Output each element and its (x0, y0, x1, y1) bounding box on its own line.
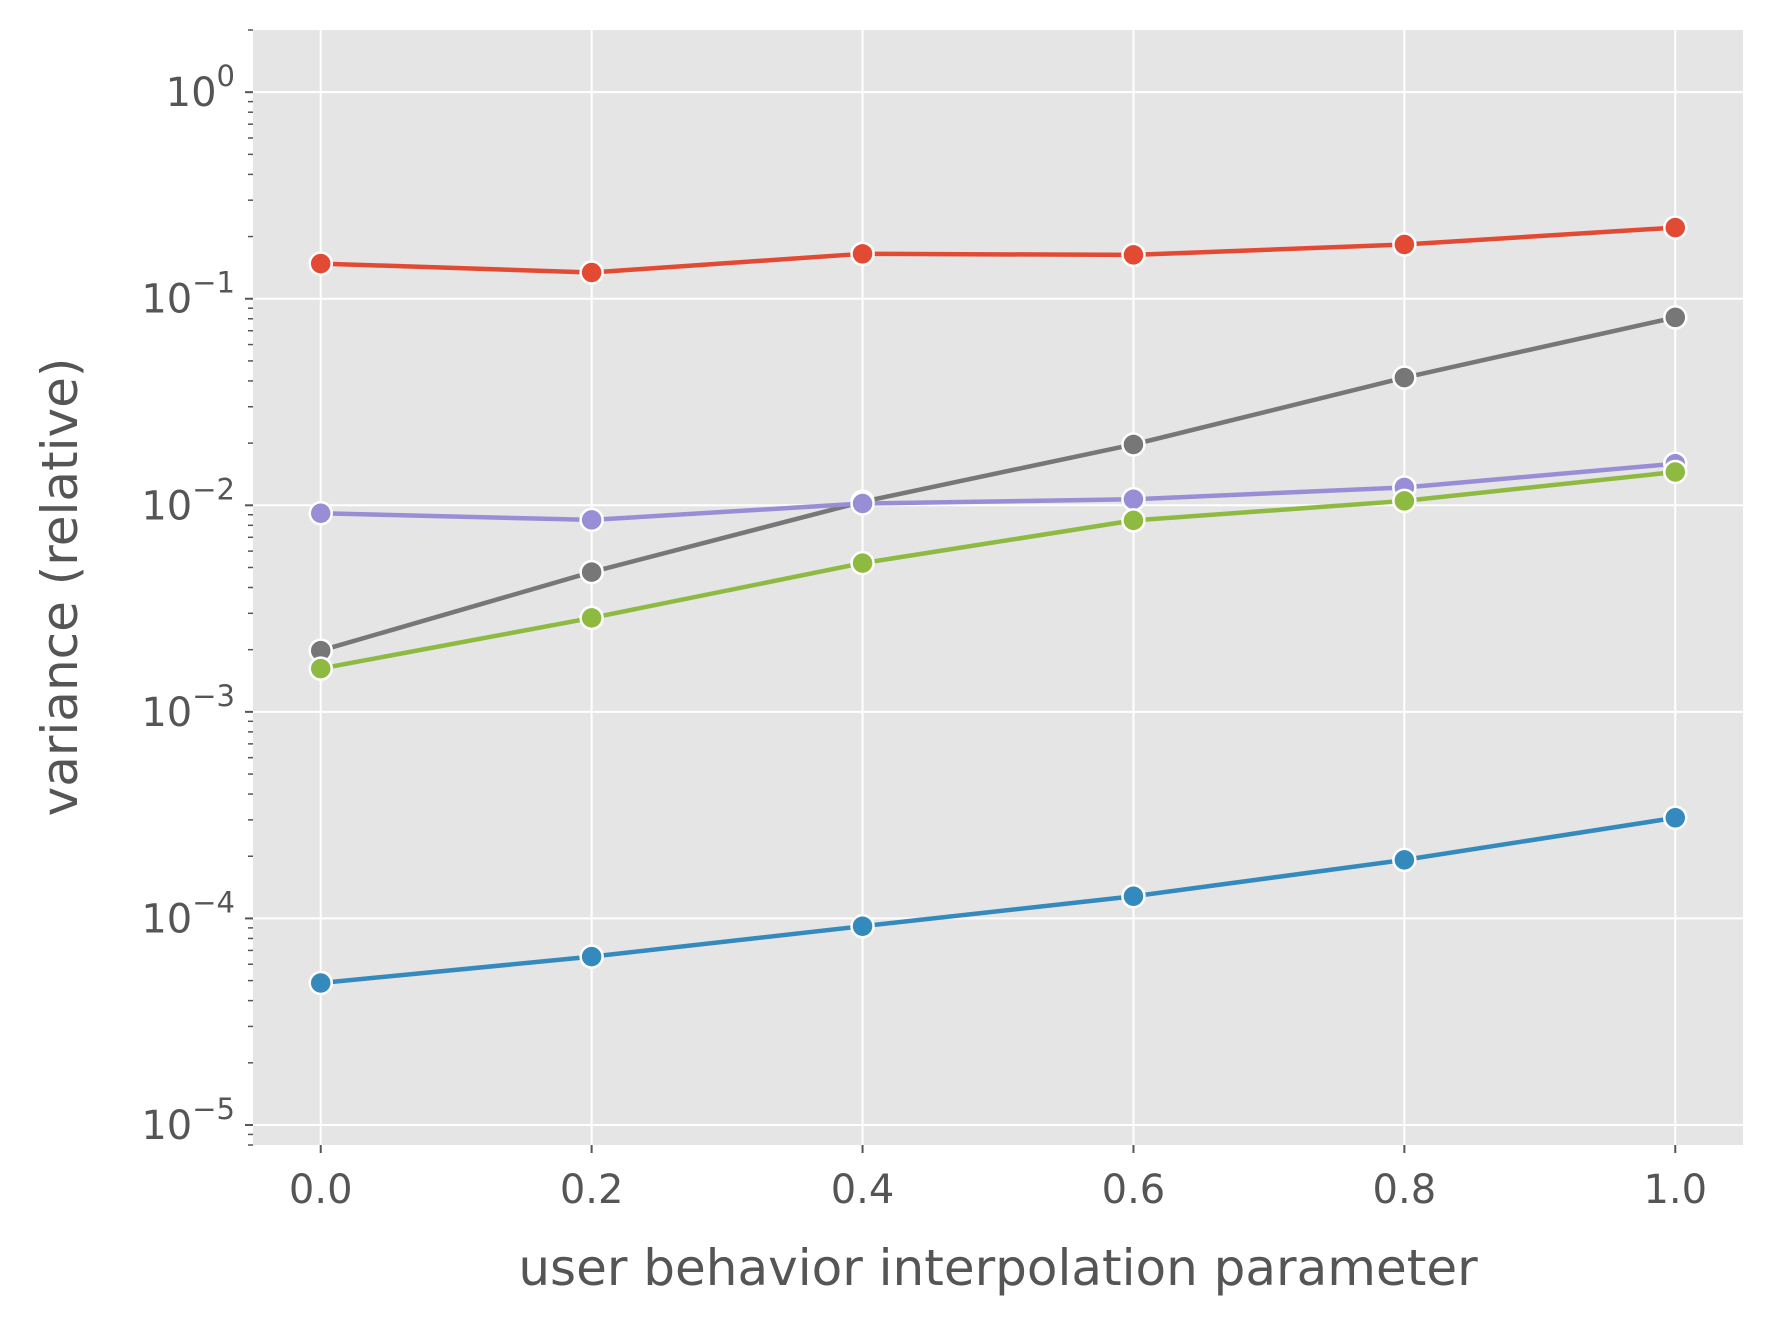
data-point (850, 241, 875, 267)
series-line (320, 461, 1676, 523)
series-line (320, 225, 1676, 275)
x-axis: 0.0 0.2 0.4 0.6 0.8 1.0 (289, 1145, 1707, 1213)
data-point (308, 656, 333, 681)
x-tick-label: 0.8 (1373, 1167, 1437, 1213)
series-0 (308, 215, 1688, 285)
y-tick-label: 10−1 (141, 266, 235, 323)
y-axis: 10−5 10−4 10−3 10−2 10−1 100 (141, 59, 253, 1149)
y-tick-label: 100 (166, 59, 235, 116)
data-point (1663, 805, 1688, 831)
x-axis-label: user behavior interpolation parameter (518, 1239, 1478, 1297)
series-line (320, 315, 1676, 653)
x-tick-label: 0.4 (831, 1167, 895, 1213)
series-line (320, 815, 1676, 986)
y-axis-label: variance (relative) (31, 358, 89, 817)
y-minor-ticks (248, 29, 253, 1146)
data-point (579, 944, 604, 969)
data-point (1392, 365, 1417, 390)
x-tick-label: 0.0 (289, 1167, 353, 1213)
y-tick-label: 10−5 (141, 1092, 235, 1149)
data-point (1121, 884, 1146, 909)
data-point (1663, 305, 1688, 330)
data-point (850, 550, 875, 576)
data-point (1392, 232, 1417, 257)
plot-background (253, 30, 1743, 1145)
y-tick-label: 10−4 (141, 885, 235, 942)
series-line (320, 469, 1676, 671)
data-point (850, 913, 875, 939)
data-point (308, 251, 333, 276)
data-point (579, 559, 604, 585)
x-tick-label: 1.0 (1643, 1167, 1707, 1213)
series-layer (308, 215, 1688, 996)
y-tick-label: 10−2 (141, 472, 235, 529)
series-4 (308, 805, 1688, 996)
data-point (308, 970, 333, 996)
series-3 (308, 459, 1688, 681)
data-point (1121, 508, 1146, 533)
data-point (308, 501, 333, 526)
x-tick-label: 0.6 (1102, 1167, 1166, 1213)
data-point (579, 507, 604, 533)
data-point (850, 491, 875, 516)
data-point (1392, 488, 1417, 514)
data-point (1121, 432, 1146, 457)
data-point (1121, 486, 1146, 512)
data-point (579, 605, 604, 631)
data-point (1663, 459, 1688, 485)
data-point (579, 260, 604, 285)
data-point (1392, 847, 1417, 873)
data-point (1121, 242, 1146, 268)
data-point (1663, 215, 1688, 240)
y-tick-label: 10−3 (141, 679, 235, 736)
x-tick-label: 0.2 (560, 1167, 624, 1213)
